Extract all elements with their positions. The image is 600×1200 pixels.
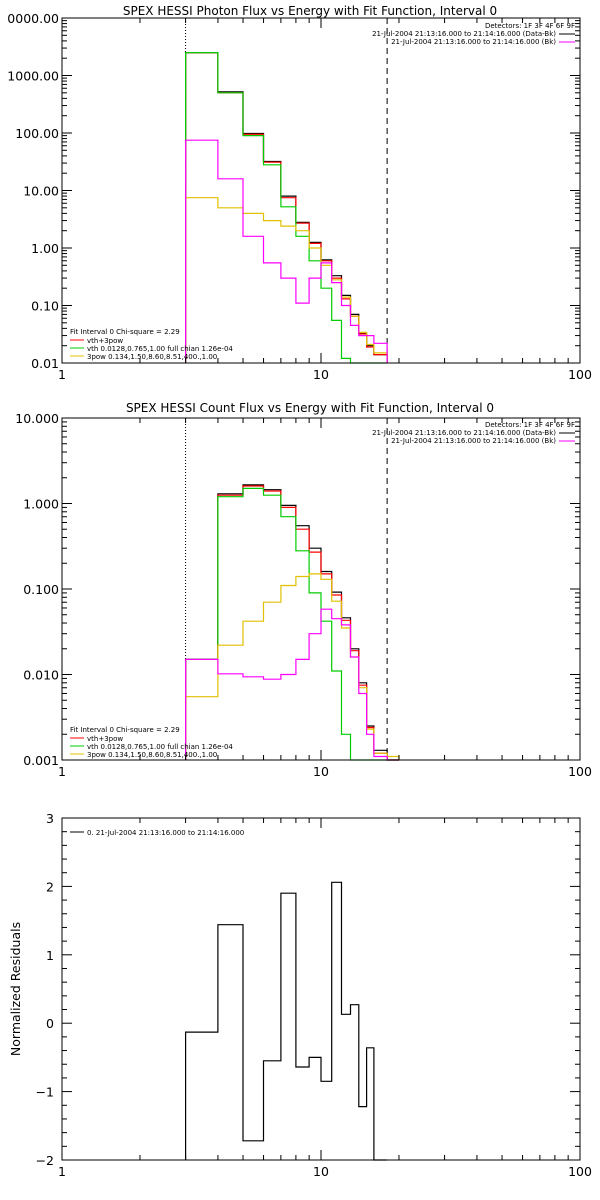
detectors-label: Detectors: 1F 3F 4F 6F 9F bbox=[485, 421, 575, 429]
legend-label: vth 0.0128,0.765,1.00 full chian 1.26e-0… bbox=[87, 345, 233, 353]
legend: Fit Interval 0 Chi-square = 2.29 vth+3po… bbox=[70, 328, 233, 361]
y-tick-label: −2 bbox=[36, 1153, 54, 1168]
legend-label: vth+3pow bbox=[87, 735, 123, 743]
y-tick-label: 100.00 bbox=[15, 126, 59, 141]
legend-header: Fit Interval 0 Chi-square = 2.29 bbox=[70, 328, 180, 336]
x-tick-label: 10 bbox=[313, 367, 329, 382]
y-axis-label: Normalized Residuals bbox=[8, 922, 23, 1056]
series-line bbox=[185, 881, 388, 1161]
y-tick-label: −1 bbox=[36, 1085, 54, 1100]
info-line-bk: 21-Jul-2004 21:13:16.000 to 21:14:16.000… bbox=[391, 38, 556, 46]
y-tick-label: 1000.00 bbox=[7, 69, 59, 84]
legend: 0. 21-Jul-2004 21:13:16.000 to 21:14:16.… bbox=[70, 829, 244, 837]
x-tick-label: 100 bbox=[568, 367, 592, 382]
y-tick-label: 10.00 bbox=[23, 184, 59, 199]
residuals-panel: 1 10 100 −2 −1 0 1 2 3 Normalized Residuals 0. 2… bbox=[8, 811, 592, 1179]
photon-flux-panel: SPEX HESSI Photon Flux vs Energy with Fi… bbox=[7, 4, 592, 382]
info-block: Detectors: 1F 3F 4F 6F 9F 21-Jul-2004 21… bbox=[372, 421, 575, 445]
plot-frame bbox=[61, 417, 581, 761]
legend: Fit Interval 0 Chi-square = 2.29 vth+3po… bbox=[70, 726, 233, 759]
series-line bbox=[185, 573, 400, 760]
legend-header: Fit Interval 0 Chi-square = 2.29 bbox=[70, 726, 180, 734]
chart-title: SPEX HESSI Photon Flux vs Energy with Fi… bbox=[123, 4, 497, 18]
y-tick-label: 1.000 bbox=[23, 497, 59, 512]
x-tick-label: 10 bbox=[313, 764, 329, 779]
count-flux-panel: SPEX HESSI Count Flux vs Energy with Fit… bbox=[15, 401, 592, 779]
legend-label: 0. 21-Jul-2004 21:13:16.000 to 21:14:16.… bbox=[87, 829, 244, 837]
legend-label: 3pow 0.134,1.50,8.60,8.51,400.,1.00 bbox=[87, 353, 217, 361]
info-block: Detectors: 1F 3F 4F 6F 9F 21-Jul-2004 21… bbox=[372, 22, 575, 46]
y-tick-label: 0.010 bbox=[23, 668, 59, 683]
y-tick-label: 0.100 bbox=[23, 582, 59, 597]
series-line bbox=[185, 197, 388, 363]
y-tick-label: 0.001 bbox=[23, 753, 59, 768]
x-tick-label: 100 bbox=[568, 764, 592, 779]
detectors-label: Detectors: 1F 3F 4F 6F 9F bbox=[485, 22, 575, 30]
legend-label: vth+3pow bbox=[87, 337, 123, 345]
series-line bbox=[185, 139, 388, 363]
plot-frame bbox=[61, 17, 581, 364]
plot-frame bbox=[61, 817, 581, 1161]
x-tick-label: 1 bbox=[58, 764, 66, 779]
x-tick-label: 1 bbox=[58, 1164, 66, 1179]
legend-label: vth 0.0128,0.765,1.00 full chian 1.26e-0… bbox=[87, 743, 233, 751]
series-line bbox=[185, 608, 399, 761]
chart-title: SPEX HESSI Count Flux vs Energy with Fit… bbox=[126, 401, 494, 415]
y-tick-label: 0000.00 bbox=[7, 11, 59, 26]
y-tick-label: 0.10 bbox=[31, 299, 59, 314]
y-tick-label: 3 bbox=[46, 811, 54, 826]
y-tick-label: 2 bbox=[46, 879, 54, 894]
x-tick-label: 1 bbox=[58, 367, 66, 382]
info-line-data-bk: 21-Jul-2004 21:13:16.000 to 21:14:16.000… bbox=[372, 30, 556, 38]
y-tick-label: 1.00 bbox=[31, 241, 59, 256]
x-tick-label: 10 bbox=[313, 1164, 329, 1179]
y-tick-label: 10.000 bbox=[15, 411, 59, 426]
legend-label: 3pow 0.134,1.50,8.60,8.51,400.,1.00 bbox=[87, 751, 217, 759]
info-line-data-bk: 21-Jul-2004 21:13:16.000 to 21:14:16.000… bbox=[372, 429, 556, 437]
y-tick-label: 0.01 bbox=[31, 356, 59, 371]
y-tick-label: 0 bbox=[46, 1016, 54, 1031]
x-tick-label: 100 bbox=[568, 1164, 592, 1179]
y-tick-label: 1 bbox=[46, 948, 54, 963]
info-line-bk: 21-Jul-2004 21:13:16.000 to 21:14:16.000… bbox=[391, 437, 556, 445]
